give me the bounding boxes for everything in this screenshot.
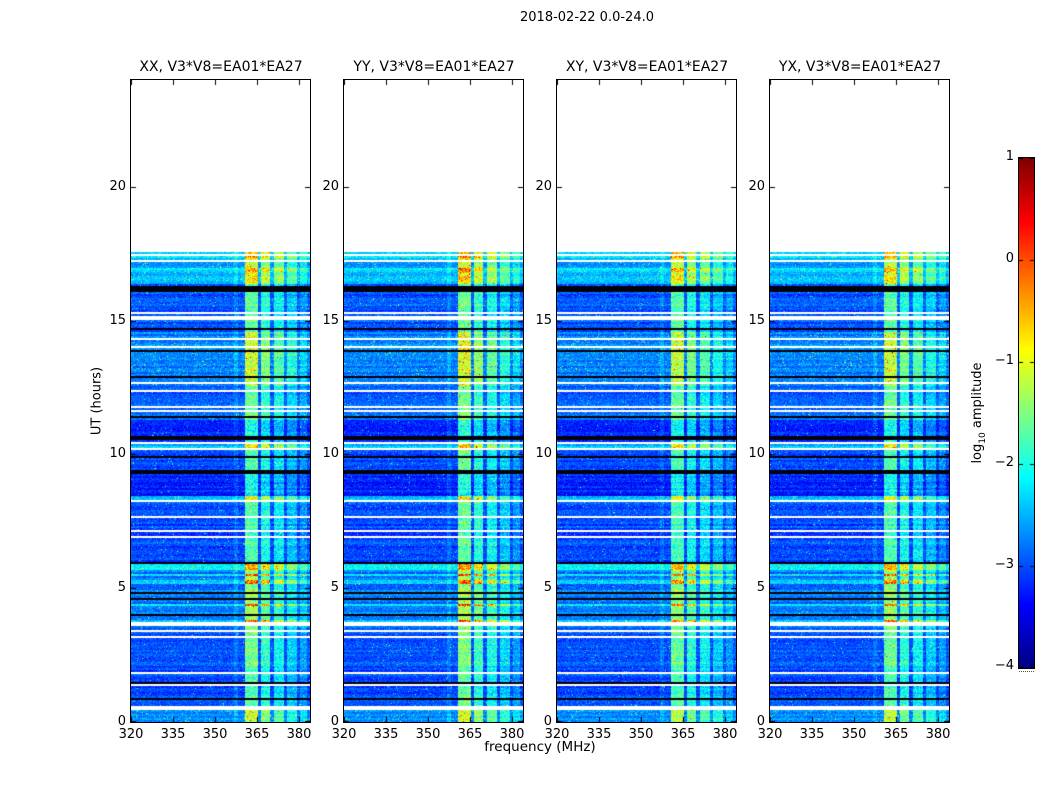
y-tick-label: 20 xyxy=(322,179,339,194)
y-tick-label: 10 xyxy=(748,446,765,461)
x-tick-label: 350 xyxy=(415,727,441,742)
x-tick-label: 320 xyxy=(331,727,357,742)
colorbar-tick-label: 0 xyxy=(1005,251,1014,266)
x-tick-label: 365 xyxy=(883,727,909,742)
x-tick-label: 365 xyxy=(670,727,696,742)
x-tick-label: 320 xyxy=(757,727,783,742)
spectrogram-canvas-yy xyxy=(344,80,523,722)
y-tick-label: 0 xyxy=(543,714,552,729)
x-tick-label: 335 xyxy=(373,727,399,742)
colorbar-tick-label: 1 xyxy=(1005,149,1014,164)
spectrogram-panel-xy xyxy=(556,79,737,723)
colorbar-tick-label: −4 xyxy=(994,658,1014,673)
y-tick-label: 0 xyxy=(756,714,765,729)
y-tick-label: 10 xyxy=(322,446,339,461)
colorbar-end-dots xyxy=(1019,671,1034,672)
spectrogram-canvas-xx xyxy=(131,80,310,722)
x-tick-label: 320 xyxy=(544,727,570,742)
spectrogram-panel-yx xyxy=(769,79,950,723)
panel-title-yy: YY, V3*V8=EA01*EA27 xyxy=(353,59,515,75)
figure-suptitle: 2018-02-22 0.0-24.0 xyxy=(520,10,654,25)
y-tick-label: 20 xyxy=(748,179,765,194)
y-tick-label: 0 xyxy=(330,714,339,729)
x-tick-label: 335 xyxy=(586,727,612,742)
colorbar xyxy=(1018,157,1035,669)
y-tick-label: 15 xyxy=(535,313,552,328)
x-tick-label: 380 xyxy=(712,727,738,742)
y-tick-label: 20 xyxy=(109,179,126,194)
y-tick-label: 0 xyxy=(117,714,126,729)
x-tick-label: 380 xyxy=(286,727,312,742)
spectrogram-canvas-xy xyxy=(557,80,736,722)
x-tick-label: 350 xyxy=(628,727,654,742)
y-tick-label: 15 xyxy=(322,313,339,328)
colorbar-tick-label: −3 xyxy=(994,557,1014,572)
x-axis-label: frequency (MHz) xyxy=(484,739,596,755)
x-tick-label: 320 xyxy=(118,727,144,742)
colorbar-tick-label: −1 xyxy=(994,353,1014,368)
x-tick-label: 365 xyxy=(244,727,270,742)
colorbar-label: log10 amplitude xyxy=(970,362,988,464)
y-tick-label: 20 xyxy=(535,179,552,194)
x-tick-label: 365 xyxy=(457,727,483,742)
x-tick-label: 335 xyxy=(799,727,825,742)
y-tick-label: 10 xyxy=(109,446,126,461)
x-tick-label: 350 xyxy=(841,727,867,742)
colorbar-gradient xyxy=(1019,158,1034,668)
colorbar-tick-label: −2 xyxy=(994,455,1014,470)
spectrogram-panel-yy xyxy=(343,79,524,723)
y-tick-label: 5 xyxy=(543,580,552,595)
y-tick-label: 5 xyxy=(330,580,339,595)
y-tick-label: 15 xyxy=(748,313,765,328)
y-tick-label: 5 xyxy=(756,580,765,595)
x-tick-label: 350 xyxy=(202,727,228,742)
panel-title-yx: YX, V3*V8=EA01*EA27 xyxy=(778,59,942,75)
y-tick-label: 15 xyxy=(109,313,126,328)
panel-title-xx: XX, V3*V8=EA01*EA27 xyxy=(139,59,303,75)
panel-title-xy: XY, V3*V8=EA01*EA27 xyxy=(565,59,729,75)
x-tick-label: 335 xyxy=(160,727,186,742)
y-tick-label: 10 xyxy=(535,446,552,461)
y-axis-label: UT (hours) xyxy=(89,366,105,436)
spectrogram-canvas-yx xyxy=(770,80,949,722)
y-tick-label: 5 xyxy=(117,580,126,595)
x-tick-label: 380 xyxy=(925,727,951,742)
x-tick-label: 380 xyxy=(499,727,525,742)
spectrogram-panel-xx xyxy=(130,79,311,723)
